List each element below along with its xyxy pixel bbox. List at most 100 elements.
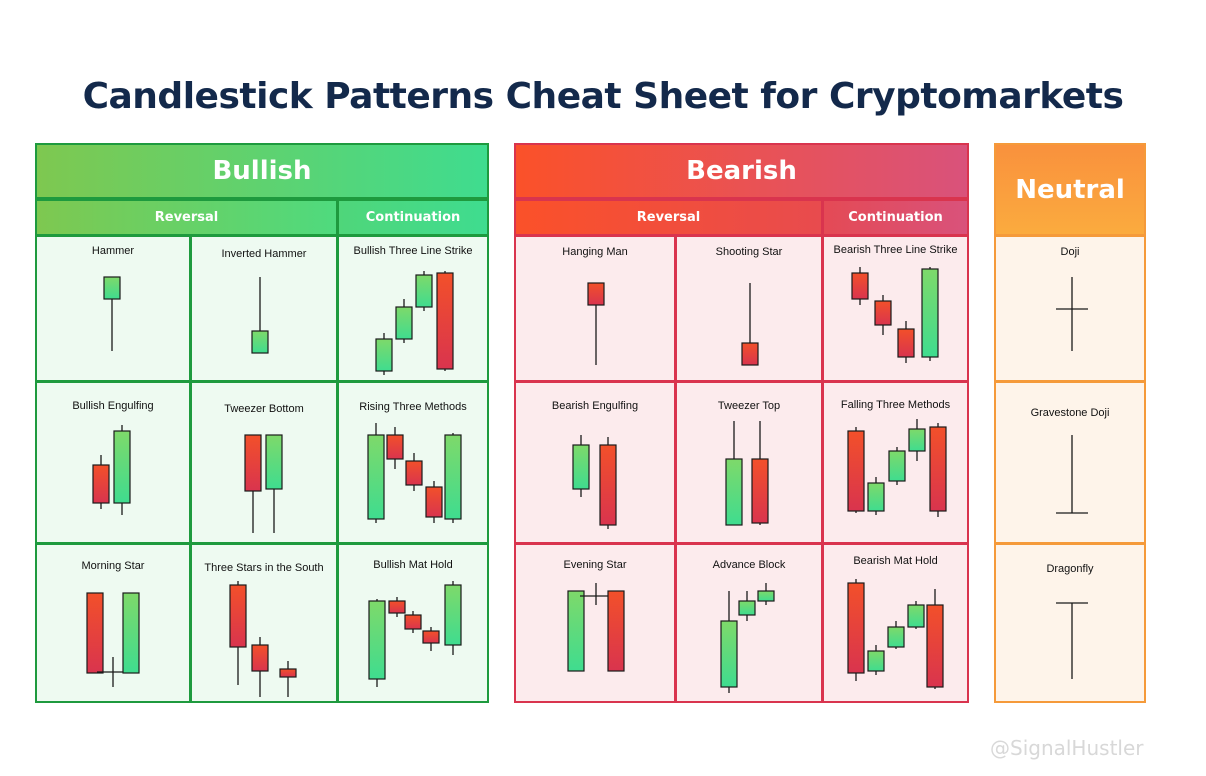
candlestick-chart bbox=[103, 276, 121, 351]
pattern-hanging-man: Hanging Man bbox=[514, 235, 676, 382]
bearish-candle bbox=[599, 437, 617, 529]
candlestick-chart bbox=[368, 581, 462, 687]
bearish-candle bbox=[404, 611, 422, 633]
bearish-candle bbox=[229, 581, 247, 685]
bearish-candle bbox=[436, 271, 454, 371]
candlestick-chart bbox=[86, 592, 140, 687]
candlestick-chart bbox=[229, 581, 297, 697]
bearish-candle bbox=[86, 592, 104, 674]
bullish-candle bbox=[122, 592, 140, 674]
bullish-candle bbox=[103, 276, 121, 351]
bullish-candle bbox=[887, 621, 905, 649]
pattern-advance-block: Advance Block bbox=[675, 543, 823, 703]
pattern-label: Bearish Three Line Strike bbox=[833, 244, 958, 256]
bearish-candle bbox=[926, 589, 944, 689]
candlestick-chart bbox=[847, 579, 944, 689]
pattern-label: Evening Star bbox=[563, 559, 627, 571]
pattern-label: Advance Block bbox=[712, 559, 786, 571]
bearish-candle bbox=[851, 267, 869, 305]
bearish-candle bbox=[874, 295, 892, 335]
candlestick-chart bbox=[92, 425, 131, 515]
doji-candle bbox=[1056, 435, 1088, 514]
bearish-reversal-label: Reversal bbox=[514, 199, 823, 236]
bearish-candle bbox=[587, 282, 605, 365]
pattern-label: Morning Star bbox=[81, 560, 145, 572]
bearish-heading: Bearish bbox=[514, 143, 969, 199]
pattern-label: Dragonfly bbox=[1046, 563, 1094, 575]
pattern-label: Rising Three Methods bbox=[359, 401, 467, 413]
bearish-candle bbox=[422, 627, 440, 651]
pattern-doji: Doji bbox=[994, 235, 1146, 382]
bearish-candle bbox=[847, 579, 865, 681]
pattern-label: Bearish Engulfing bbox=[551, 400, 639, 412]
pattern-three-stars-in-the-south: Three Stars in the South bbox=[190, 543, 338, 703]
doji-candle bbox=[1056, 602, 1088, 679]
bearish-candle bbox=[251, 637, 269, 697]
candlestick-chart bbox=[251, 277, 269, 354]
pattern-shooting-star: Shooting Star bbox=[675, 235, 823, 382]
bearish-candle bbox=[607, 590, 625, 672]
pattern-bearish-engulfing: Bearish Engulfing bbox=[514, 381, 676, 544]
bearish-candle bbox=[279, 661, 297, 697]
pattern-label: Tweezer Bottom bbox=[224, 403, 304, 415]
pattern-label: Shooting Star bbox=[715, 246, 783, 258]
candlestick-chart bbox=[367, 423, 462, 523]
bearish-candle bbox=[405, 453, 423, 491]
bullish-candle bbox=[395, 299, 413, 343]
neutral-heading: Neutral bbox=[994, 143, 1146, 236]
pattern-label: Bearish Mat Hold bbox=[853, 555, 938, 567]
candlestick-chart bbox=[572, 435, 617, 529]
candlestick-chart bbox=[847, 419, 947, 517]
candlestick-chart bbox=[587, 282, 605, 365]
page-title: Candlestick Patterns Cheat Sheet for Cry… bbox=[82, 76, 1124, 117]
bearish-candle bbox=[386, 427, 404, 469]
candlestick-chart bbox=[720, 583, 775, 693]
watermark: @SignalHustler bbox=[990, 736, 1144, 760]
candlestick-chart bbox=[1056, 435, 1088, 514]
pattern-falling-three-methods: Falling Three Methods bbox=[822, 381, 969, 544]
pattern-gravestone-doji: Gravestone Doji bbox=[994, 381, 1146, 544]
bearish-candle bbox=[244, 434, 262, 533]
pattern-label: Hanging Man bbox=[562, 246, 628, 258]
bullish-candle bbox=[867, 645, 885, 675]
bullish-heading: Bullish bbox=[35, 143, 489, 199]
pattern-bullish-engulfing: Bullish Engulfing bbox=[35, 381, 191, 544]
bullish-candle bbox=[738, 591, 756, 621]
bullish-continuation-label: Continuation bbox=[337, 199, 489, 236]
doji-candle bbox=[580, 583, 612, 605]
bullish-candle bbox=[867, 477, 885, 515]
candlestick-chart bbox=[725, 421, 769, 526]
bearish-candle bbox=[847, 427, 865, 513]
doji-candle bbox=[1056, 277, 1088, 351]
bearish-candle bbox=[92, 455, 110, 509]
pattern-hammer: Hammer bbox=[35, 235, 191, 382]
pattern-label: Three Stars in the South bbox=[204, 562, 324, 574]
pattern-label: Bullish Engulfing bbox=[72, 400, 154, 412]
pattern-label: Inverted Hammer bbox=[221, 248, 307, 260]
pattern-label: Bullish Mat Hold bbox=[373, 559, 453, 571]
pattern-bearish-mat-hold: Bearish Mat Hold bbox=[822, 543, 969, 703]
bullish-candle bbox=[725, 421, 743, 526]
bullish-reversal-label: Reversal bbox=[35, 199, 338, 236]
bullish-candle bbox=[251, 277, 269, 354]
candlestick-chart bbox=[375, 271, 454, 375]
bullish-candle bbox=[415, 271, 433, 311]
bearish-candle bbox=[929, 423, 947, 517]
bullish-candle bbox=[888, 447, 906, 485]
pattern-rising-three-methods: Rising Three Methods bbox=[337, 381, 489, 544]
bullish-candle bbox=[444, 581, 462, 655]
candlestick-chart bbox=[1056, 277, 1088, 351]
bullish-candle bbox=[921, 267, 939, 361]
bullish-candle bbox=[720, 591, 738, 693]
bullish-candle bbox=[367, 423, 385, 523]
bullish-candle bbox=[265, 434, 283, 533]
candlestick-chart bbox=[741, 283, 759, 366]
candlestick-chart bbox=[244, 434, 283, 533]
candlestick-chart bbox=[567, 583, 625, 672]
candlestick-chart bbox=[1056, 602, 1088, 679]
bullish-candle bbox=[567, 590, 585, 672]
bullish-candle bbox=[907, 601, 925, 629]
pattern-tweezer-bottom: Tweezer Bottom bbox=[190, 381, 338, 544]
pattern-tweezer-top: Tweezer Top bbox=[675, 381, 823, 544]
pattern-inverted-hammer: Inverted Hammer bbox=[190, 235, 338, 382]
